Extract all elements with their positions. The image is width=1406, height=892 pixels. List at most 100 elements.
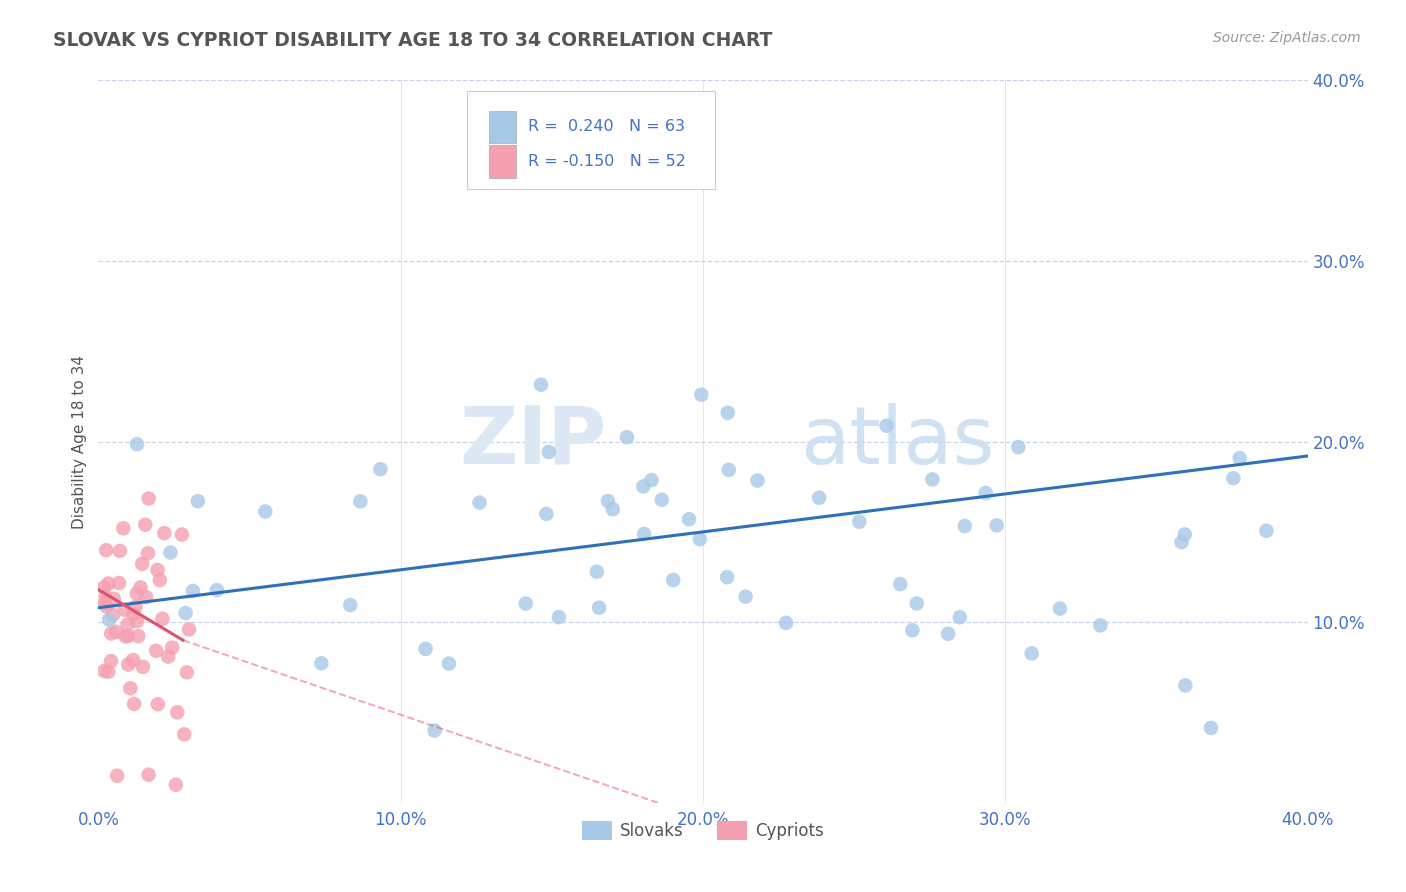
Point bbox=[177, 623, 200, 637]
Point bbox=[93, 581, 115, 595]
Point bbox=[1090, 618, 1112, 632]
Point bbox=[901, 624, 924, 638]
Legend: Slovaks, Cypriots: Slovaks, Cypriots bbox=[575, 814, 831, 847]
Point bbox=[187, 494, 209, 508]
Point bbox=[974, 486, 997, 500]
Point bbox=[633, 527, 655, 541]
Bar bbox=[489, 145, 516, 178]
Point bbox=[1229, 451, 1251, 466]
Point bbox=[125, 586, 148, 600]
Point bbox=[437, 657, 460, 671]
Point bbox=[138, 491, 160, 506]
Point bbox=[734, 590, 756, 604]
Point bbox=[97, 665, 120, 679]
Point bbox=[370, 462, 392, 476]
Point bbox=[1021, 646, 1043, 660]
Point bbox=[108, 576, 131, 591]
Point bbox=[1222, 471, 1244, 485]
Point bbox=[153, 526, 176, 541]
Point bbox=[717, 406, 740, 420]
Point bbox=[588, 600, 610, 615]
Point bbox=[149, 573, 172, 587]
Point bbox=[146, 563, 169, 577]
Point bbox=[596, 494, 619, 508]
Point bbox=[146, 698, 169, 712]
Point bbox=[949, 610, 972, 624]
Point bbox=[145, 644, 167, 658]
Point bbox=[93, 664, 115, 678]
Point bbox=[96, 599, 118, 614]
Point bbox=[747, 474, 769, 488]
Point bbox=[468, 496, 491, 510]
Point bbox=[1007, 440, 1029, 454]
Point bbox=[662, 573, 685, 587]
Point bbox=[117, 629, 139, 643]
Text: Source: ZipAtlas.com: Source: ZipAtlas.com bbox=[1213, 31, 1361, 45]
Point bbox=[1174, 527, 1197, 541]
Point bbox=[124, 599, 146, 614]
Point bbox=[112, 521, 135, 535]
Point bbox=[94, 596, 117, 610]
Point bbox=[108, 544, 131, 558]
Point bbox=[548, 610, 571, 624]
Point bbox=[114, 629, 136, 643]
Point bbox=[122, 697, 145, 711]
Point bbox=[716, 570, 738, 584]
Point bbox=[96, 543, 118, 558]
Point bbox=[176, 665, 198, 680]
Point bbox=[690, 387, 713, 401]
Point bbox=[986, 518, 1008, 533]
Point bbox=[678, 512, 700, 526]
Point bbox=[1199, 721, 1222, 735]
Point bbox=[415, 641, 437, 656]
Point bbox=[921, 472, 943, 486]
Point bbox=[848, 515, 870, 529]
Y-axis label: Disability Age 18 to 34: Disability Age 18 to 34 bbox=[72, 354, 87, 529]
Point bbox=[254, 504, 277, 518]
Point bbox=[117, 617, 139, 632]
Text: R = -0.150   N = 52: R = -0.150 N = 52 bbox=[527, 154, 686, 169]
Point bbox=[131, 557, 153, 571]
Point bbox=[537, 445, 560, 459]
Point bbox=[122, 653, 145, 667]
Point bbox=[132, 660, 155, 674]
Point bbox=[889, 577, 911, 591]
Point bbox=[808, 491, 831, 505]
Point bbox=[349, 494, 371, 508]
Point bbox=[689, 532, 711, 546]
Point bbox=[1049, 601, 1071, 615]
Point bbox=[125, 437, 148, 451]
Point bbox=[651, 492, 673, 507]
Point bbox=[515, 597, 537, 611]
Text: R =  0.240   N = 63: R = 0.240 N = 63 bbox=[527, 120, 685, 135]
Point bbox=[94, 590, 117, 604]
Point bbox=[105, 624, 128, 639]
Point bbox=[170, 527, 193, 541]
Point bbox=[174, 606, 197, 620]
Point bbox=[134, 517, 156, 532]
Point bbox=[586, 565, 609, 579]
Point bbox=[101, 607, 124, 622]
FancyBboxPatch shape bbox=[467, 91, 716, 189]
Point bbox=[117, 657, 139, 672]
Point bbox=[157, 649, 180, 664]
Text: SLOVAK VS CYPRIOT DISABILITY AGE 18 TO 34 CORRELATION CHART: SLOVAK VS CYPRIOT DISABILITY AGE 18 TO 3… bbox=[53, 31, 773, 50]
Point bbox=[152, 612, 174, 626]
Point bbox=[775, 615, 797, 630]
Point bbox=[103, 591, 125, 606]
Bar bbox=[489, 111, 516, 143]
Point bbox=[98, 613, 121, 627]
Point bbox=[125, 614, 148, 628]
Point bbox=[536, 507, 558, 521]
Point bbox=[1256, 524, 1278, 538]
Point bbox=[953, 519, 976, 533]
Point bbox=[160, 640, 183, 655]
Point bbox=[105, 769, 128, 783]
Point bbox=[100, 654, 122, 668]
Text: atlas: atlas bbox=[800, 402, 994, 481]
Point bbox=[135, 590, 157, 604]
Point bbox=[640, 473, 662, 487]
Point bbox=[181, 584, 204, 599]
Point bbox=[97, 576, 120, 591]
Point bbox=[173, 727, 195, 741]
